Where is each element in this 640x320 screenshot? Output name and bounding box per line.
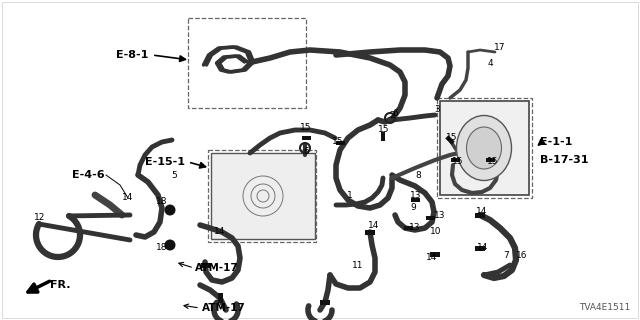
Text: E-15-1: E-15-1 bbox=[145, 157, 185, 167]
Text: 6: 6 bbox=[392, 108, 398, 117]
Bar bbox=[365, 229, 375, 235]
Bar bbox=[451, 158, 460, 162]
Bar bbox=[335, 141, 344, 145]
FancyBboxPatch shape bbox=[440, 101, 529, 195]
Text: E-4-6: E-4-6 bbox=[72, 170, 104, 180]
Circle shape bbox=[164, 239, 175, 251]
Text: 2: 2 bbox=[389, 110, 395, 119]
Text: 14: 14 bbox=[426, 253, 438, 262]
Text: B-17-31: B-17-31 bbox=[540, 155, 589, 165]
Text: E-8-1: E-8-1 bbox=[116, 50, 148, 60]
Text: 18: 18 bbox=[156, 244, 168, 252]
Text: 15: 15 bbox=[452, 157, 464, 166]
Bar bbox=[218, 293, 223, 303]
Text: FR.: FR. bbox=[50, 280, 70, 290]
Text: TVA4E1511: TVA4E1511 bbox=[579, 303, 630, 312]
Bar bbox=[430, 252, 440, 257]
Text: 3: 3 bbox=[434, 106, 440, 115]
Text: 18: 18 bbox=[156, 197, 168, 206]
Circle shape bbox=[164, 204, 175, 215]
Text: 17: 17 bbox=[494, 44, 506, 52]
Text: 12: 12 bbox=[35, 213, 45, 222]
FancyBboxPatch shape bbox=[211, 153, 315, 239]
Text: 9: 9 bbox=[410, 204, 416, 212]
Bar bbox=[188, 18, 306, 108]
Text: 14: 14 bbox=[214, 228, 226, 236]
Bar bbox=[320, 300, 330, 305]
Text: 15: 15 bbox=[332, 138, 344, 147]
Text: ATM-17: ATM-17 bbox=[202, 303, 246, 313]
Text: 10: 10 bbox=[430, 228, 442, 236]
Bar bbox=[410, 198, 419, 202]
Text: 13: 13 bbox=[435, 211, 445, 220]
Bar bbox=[437, 98, 532, 198]
Text: ATM-17: ATM-17 bbox=[195, 263, 239, 273]
Text: 14: 14 bbox=[477, 244, 489, 252]
Text: 11: 11 bbox=[352, 260, 364, 269]
Text: 8: 8 bbox=[415, 171, 421, 180]
Text: 15: 15 bbox=[446, 133, 458, 142]
Text: E-1-1: E-1-1 bbox=[540, 137, 572, 147]
Bar bbox=[208, 150, 316, 242]
Bar bbox=[201, 262, 211, 268]
Text: 14: 14 bbox=[122, 194, 134, 203]
Bar bbox=[475, 245, 485, 251]
Ellipse shape bbox=[456, 116, 511, 180]
Text: 14: 14 bbox=[368, 221, 380, 230]
Ellipse shape bbox=[467, 127, 502, 169]
Text: 14: 14 bbox=[476, 207, 488, 217]
Bar bbox=[486, 158, 495, 162]
Text: 1: 1 bbox=[347, 191, 353, 201]
Bar bbox=[445, 135, 455, 145]
Text: 6: 6 bbox=[303, 148, 309, 156]
Text: 7: 7 bbox=[503, 251, 509, 260]
Text: 5: 5 bbox=[171, 171, 177, 180]
Text: 4: 4 bbox=[487, 60, 493, 68]
Text: 13: 13 bbox=[409, 223, 420, 233]
Text: 16: 16 bbox=[516, 251, 528, 260]
Bar bbox=[403, 226, 413, 230]
Text: 15: 15 bbox=[487, 157, 499, 166]
Bar bbox=[426, 216, 435, 220]
Bar bbox=[475, 212, 485, 218]
Text: 13: 13 bbox=[410, 190, 422, 199]
Text: 15: 15 bbox=[378, 125, 390, 134]
Bar bbox=[381, 132, 385, 140]
Bar bbox=[301, 136, 310, 140]
Text: 15: 15 bbox=[300, 124, 312, 132]
